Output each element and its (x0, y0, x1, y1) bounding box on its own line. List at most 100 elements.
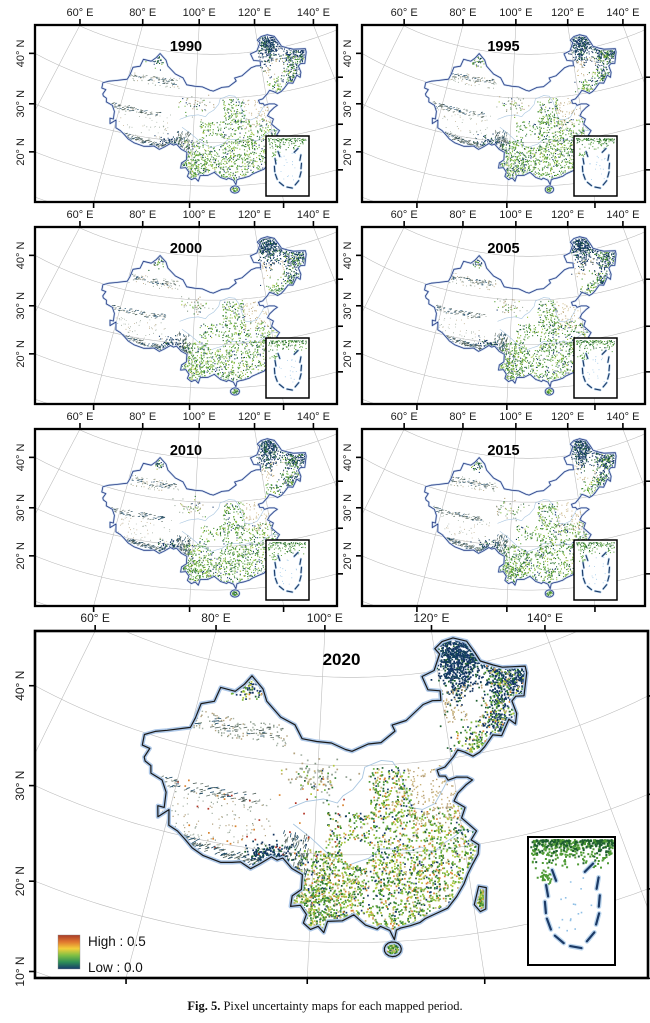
lat-label: 10° N (13, 956, 27, 986)
lon-label: 120° E (238, 209, 271, 221)
lat-label: 40° N (342, 39, 354, 67)
lon-label: 60° E (66, 7, 93, 19)
lon-label: 120° E (413, 611, 449, 625)
lat-label: 40° N (342, 443, 354, 471)
lon-label: 60° E (391, 209, 418, 221)
map-panel-1995: 60° E 80° E 100° E 120° E 140° E 40° N 30° N 20… (342, 7, 650, 208)
axis-ticks-labels: 60° E 80° E 100° E 120° E 140° E 40° N 30° N 20… (342, 209, 650, 410)
caption-label: Fig. 5. (187, 999, 221, 1013)
south-china-sea-inset (573, 135, 618, 197)
lat-label: 30° N (15, 494, 27, 522)
lon-label: 100° E (183, 7, 216, 19)
lon-label: 140° E (606, 209, 639, 221)
lon-label: 60° E (80, 611, 109, 625)
figure-caption: Fig. 5. Pixel uncertainty maps for each … (0, 997, 650, 1022)
lon-label: 60° E (66, 209, 93, 221)
lat-label: 30° N (342, 90, 354, 118)
lon-label: 60° E (391, 411, 418, 423)
south-china-sea-inset (573, 337, 618, 399)
lon-label: 120° E (551, 7, 584, 19)
graticule (362, 429, 645, 606)
lat-label: 20° N (15, 138, 27, 166)
axis-ticks-labels: 60° E 80° E 100° E 120° E 140° E 40° N 30° N 20… (342, 411, 650, 612)
lat-label: 30° N (342, 292, 354, 320)
uncertainty-speckles (115, 236, 307, 395)
lon-label: 140° E (297, 209, 330, 221)
lon-label: 120° E (551, 209, 584, 221)
map-panel-2020: 60° E 80° E 100° E 120° E 140° E 40° N 30° N 20… (13, 611, 650, 987)
lon-label: 80° E (129, 7, 156, 19)
lon-label: 80° E (449, 411, 476, 423)
lon-label: 80° E (449, 209, 476, 221)
south-china-sea-inset (265, 539, 310, 601)
rivers (288, 759, 476, 866)
lat-label: 20° N (342, 138, 354, 166)
map-panel-2000: 60° E 80° E 100° E 120° E 140° E 40° N 30° N 20… (15, 209, 343, 410)
china-boundary (140, 635, 529, 959)
legend-low-label: Low : 0.0 (88, 960, 143, 975)
axis-ticks-labels: 60° E 80° E 100° E 120° E 140° E 40° N 30° N 20… (15, 209, 343, 410)
axis-ticks-labels: 60° E 80° E 100° E 120° E 140° E 40° N 30° N 20… (15, 7, 343, 208)
lat-label: 30° N (342, 494, 354, 522)
axis-ticks-labels: 60° E 80° E 100° E 120° E 140° E 40° N 30° N 20… (15, 411, 343, 612)
year-title-2010: 2010 (170, 443, 202, 459)
caption-text: Pixel uncertainty maps for each mapped p… (220, 999, 463, 1013)
lat-label: 20° N (13, 866, 27, 896)
lat-label: 40° N (15, 39, 27, 67)
map-frame (360, 23, 647, 204)
rivers (179, 297, 280, 351)
lat-label: 20° N (342, 542, 354, 570)
year-title-2000: 2000 (170, 241, 202, 257)
map-frame (33, 427, 339, 608)
lon-label: 80° E (201, 611, 230, 625)
lon-label: 100° E (499, 209, 532, 221)
legend-high-label: High : 0.5 (88, 934, 146, 949)
south-china-sea-inset (573, 539, 618, 601)
mountain-streaks (431, 473, 509, 559)
lon-label: 100° E (183, 411, 216, 423)
rivers (179, 499, 280, 553)
rivers (497, 499, 591, 553)
figure-canvas: 60° E 80° E 100° E 120° E 140° E 40° N 30° N 20… (13, 7, 650, 987)
year-title-1990: 1990 (170, 39, 202, 55)
graticule (362, 25, 645, 202)
year-title-1995: 1995 (487, 39, 519, 55)
lon-label: 140° E (527, 611, 563, 625)
map-frame (360, 427, 647, 608)
south-china-sea-inset (527, 836, 616, 966)
lon-label: 120° E (238, 411, 271, 423)
map-frame (360, 225, 647, 406)
axis-ticks-labels: 60° E 80° E 100° E 120° E 140° E 40° N 30° N 20… (13, 611, 650, 987)
lat-label: 40° N (342, 241, 354, 269)
mountain-streaks (108, 270, 191, 357)
map-panel-2010: 60° E 80° E 100° E 120° E 140° E 40° N 30° N 20… (15, 411, 343, 612)
lat-label: 30° N (15, 90, 27, 118)
lat-label: 40° N (15, 443, 27, 471)
legend-gradient-bar (57, 934, 81, 970)
south-china-sea-inset (265, 135, 310, 197)
uncertainty-speckles (162, 637, 527, 957)
lon-label: 60° E (391, 7, 418, 19)
lon-label: 100° E (499, 411, 532, 423)
lon-label: 60° E (66, 411, 93, 423)
mountain-streaks (431, 69, 508, 155)
lon-label: 140° E (606, 7, 639, 19)
lon-label: 120° E (551, 411, 584, 423)
map-frame (33, 225, 339, 406)
rivers (497, 95, 591, 149)
lon-label: 100° E (307, 611, 343, 625)
lon-label: 100° E (499, 7, 532, 19)
lat-label: 30° N (15, 292, 27, 320)
lat-label: 40° N (13, 671, 27, 701)
map-panel-1990: 60° E 80° E 100° E 120° E 140° E 40° N 30° N 20… (15, 7, 343, 208)
axis-ticks-labels: 60° E 80° E 100° E 120° E 140° E 40° N 30° N 20… (342, 7, 650, 208)
lat-label: 20° N (15, 340, 27, 368)
map-frame (33, 629, 650, 980)
lat-label: 30° N (13, 771, 27, 801)
lon-label: 140° E (297, 7, 330, 19)
lat-label: 20° N (342, 340, 354, 368)
graticule (35, 227, 337, 404)
map-frame (33, 23, 339, 204)
lat-label: 40° N (15, 241, 27, 269)
